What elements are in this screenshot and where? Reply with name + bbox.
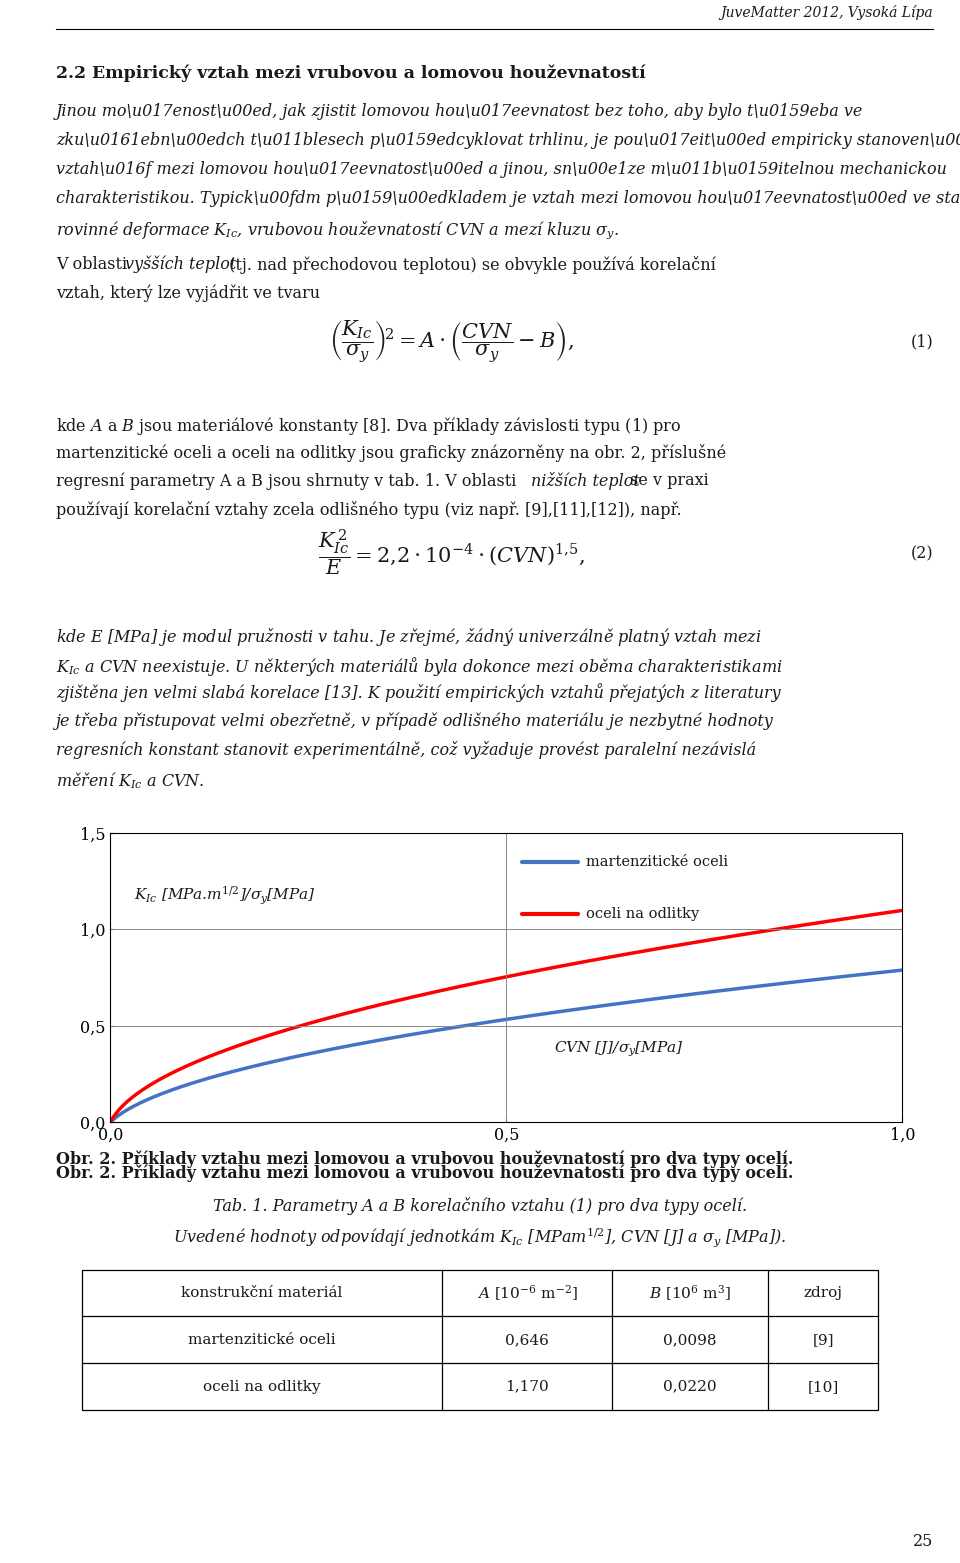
Text: 25: 25 [913,1533,933,1550]
Text: 1,170: 1,170 [505,1380,549,1394]
Text: $B$ [10$^{6}$ m$^{3}$]: $B$ [10$^{6}$ m$^{3}$] [649,1283,732,1304]
Text: martenzitické oceli a oceli na odlitky jsou graficky znázorněny na obr. 2, přísl: martenzitické oceli a oceli na odlitky j… [56,444,726,461]
Text: JuveMatter 2012, Vysoká Lípa: JuveMatter 2012, Vysoká Lípa [721,5,933,20]
Text: konstrukční materiál: konstrukční materiál [180,1286,343,1300]
Text: kde $E$ [MPa] je modul pružnosti v tahu. Je zřejmé, žádný univerzálně platný vzt: kde $E$ [MPa] je modul pružnosti v tahu.… [56,625,761,647]
Text: martenzitické oceli: martenzitické oceli [586,855,728,869]
Text: zku\u0161ebn\u00edch t\u011blesech p\u0159edcyklovat trhlinu, je pou\u017eit\u00: zku\u0161ebn\u00edch t\u011blesech p\u01… [56,133,960,148]
Text: $\left(\dfrac{K_{Ic}}{\sigma_y}\right)^{\!2} = A \cdot \left(\dfrac{CVN}{\sigma_: $\left(\dfrac{K_{Ic}}{\sigma_y}\right)^{… [329,319,573,366]
Text: (2): (2) [910,545,933,561]
Text: Obr. 2. Příklady vztahu mezi lomovou a vrubovou houževnatostí pro dva typy ocelí: Obr. 2. Příklady vztahu mezi lomovou a v… [56,1150,793,1168]
Text: [9]: [9] [812,1333,834,1347]
Text: charakteristikou. Typick\u00fdm p\u0159\u00edkladem je vztah mezi lomovou hou\u0: charakteristikou. Typick\u00fdm p\u0159\… [56,189,960,206]
Text: (tj. nad přechodovou teplotou) se obvykle používá korelační: (tj. nad přechodovou teplotou) se obvykl… [224,256,715,274]
Text: $A$ [10$^{-6}$ m$^{-2}$]: $A$ [10$^{-6}$ m$^{-2}$] [476,1283,578,1304]
Text: (1): (1) [910,334,933,350]
Text: zdroj: zdroj [804,1286,843,1300]
Text: vztah, který lze vyjádřit ve tvaru: vztah, který lze vyjádřit ve tvaru [56,284,320,302]
Text: oceli na odlitky: oceli na odlitky [203,1380,321,1394]
Text: $CVN$ [J]/$\sigma_y$[MPa]: $CVN$ [J]/$\sigma_y$[MPa] [554,1039,684,1058]
Text: [10]: [10] [807,1380,839,1394]
Text: Tab. 1. Parametry A a B korelačního vztahu (1) pro dva typy ocelí.: Tab. 1. Parametry A a B korelačního vzta… [213,1197,747,1216]
Text: regresních konstant stanovit experimentálně, což vyžaduje provést paralelní nezá: regresních konstant stanovit experimentá… [56,741,756,760]
Text: $K_{Ic}$ a $CVN$ neexistuje. U některých materiálů byla dokonce mezi oběma chara: $K_{Ic}$ a $CVN$ neexistuje. U některých… [56,655,782,678]
Bar [82,1269,878,1410]
Text: 0,0098: 0,0098 [663,1333,717,1347]
Text: 2.2 Empirický vztah mezi vrubovou a lomovou houževnatostí: 2.2 Empirický vztah mezi vrubovou a lomo… [56,64,645,81]
Text: používají korelační vztahy zcela odlišného typu (viz např. [9],[11],[12]), např.: používají korelační vztahy zcela odlišné… [56,502,682,519]
Text: je třeba přistupovat velmi obezřetně, v případě odlišného materiálu je nezbytné : je třeba přistupovat velmi obezřetně, v … [56,713,774,730]
Text: měření $K_{Ic}$ a $CVN$.: měření $K_{Ic}$ a $CVN$. [56,771,204,791]
Text: nižších teplot: nižších teplot [531,472,639,491]
Text: Uvedené hodnoty odpovídají jednotkám $K_{Ic}$ [MPam$^{1/2}$], CVN [J] a $\sigma_: Uvedené hodnoty odpovídají jednotkám $K_… [174,1225,786,1249]
Text: $\dfrac{K_{Ic}^{\,2}}{E} = 2{,}2 \cdot 10^{-4} \cdot (CVN)^{1{,}5},$: $\dfrac{K_{Ic}^{\,2}}{E} = 2{,}2 \cdot 1… [318,528,585,578]
Text: Jinou mo\u017enost\u00ed, jak zjistit lomovou hou\u017eevnatost bez toho, aby by: Jinou mo\u017enost\u00ed, jak zjistit lo… [56,103,863,120]
Text: zjištěna jen velmi slabá korelace [13]. K použití empirických vztahů přejatých z: zjištěna jen velmi slabá korelace [13]. … [56,683,780,702]
Text: 0,0220: 0,0220 [663,1380,717,1394]
Text: $K_{Ic}$ [MPa.m$^{1/2}$]/$\sigma_y$[MPa]: $K_{Ic}$ [MPa.m$^{1/2}$]/$\sigma_y$[MPa] [134,885,316,908]
Text: 0,646: 0,646 [505,1333,549,1347]
Text: martenzitické oceli: martenzitické oceli [188,1333,335,1347]
Text: vyšších teplot: vyšších teplot [125,256,236,274]
Text: V oblasti: V oblasti [56,256,132,272]
Text: vztah\u016f mezi lomovou hou\u017eevnatost\u00ed a jinou, sn\u00e1ze m\u011b\u01: vztah\u016f mezi lomovou hou\u017eevnato… [56,161,947,178]
Text: rovinné deformace $K_{Ic}$, vrubovou houževnatostí $CVN$ a mezí kluzu $\sigma_y$: rovinné deformace $K_{Ic}$, vrubovou hou… [56,219,618,241]
Text: Obr. 2. Příklady vztahu mezi lomovou a vrubovou houževnatostí pro dva typy ocelí: Obr. 2. Příklady vztahu mezi lomovou a v… [56,1164,793,1182]
Text: se v praxi: se v praxi [625,472,708,489]
Text: oceli na odlitky: oceli na odlitky [586,907,699,921]
Text: kde $A$ a $B$ jsou materiálové konstanty [8]. Dva příklady závislosti typu (1) p: kde $A$ a $B$ jsou materiálové konstanty… [56,414,681,436]
Text: regresní parametry A a B jsou shrnuty v tab. 1. V oblasti: regresní parametry A a B jsou shrnuty v … [56,472,521,489]
